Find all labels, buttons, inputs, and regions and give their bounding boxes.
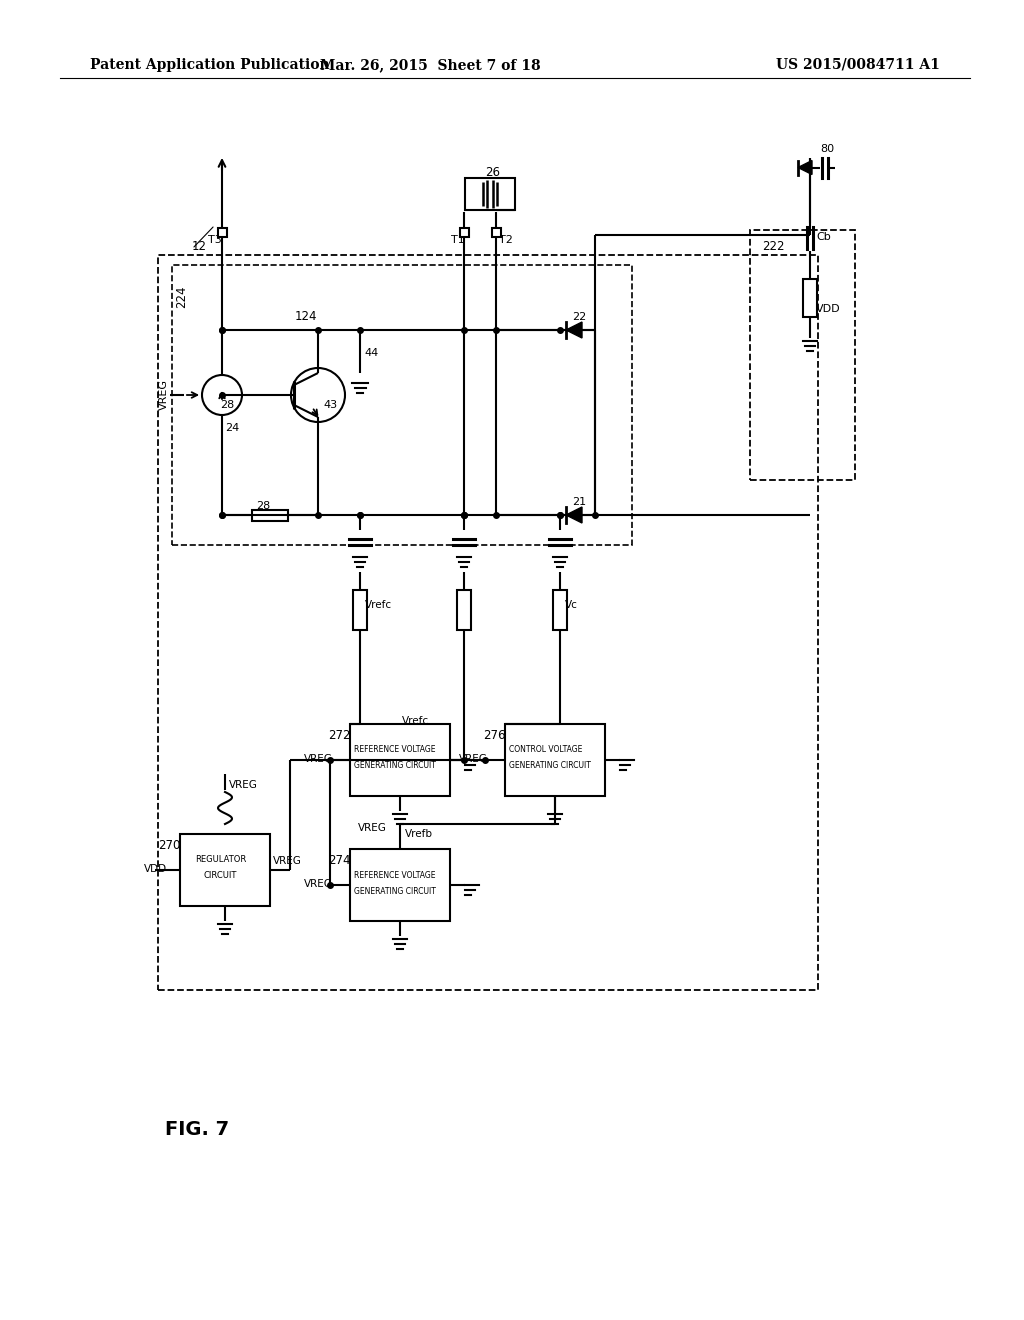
Text: VREG: VREG	[159, 380, 169, 411]
Text: GENERATING CIRCUIT: GENERATING CIRCUIT	[354, 887, 436, 895]
Bar	[217, 227, 226, 236]
Text: 43: 43	[323, 400, 337, 411]
Text: 28: 28	[256, 502, 270, 511]
Text: 222: 222	[762, 240, 784, 253]
Text: Vrefc: Vrefc	[402, 715, 429, 726]
Bar	[158, 255, 818, 990]
Bar	[465, 178, 515, 210]
Text: T3: T3	[208, 235, 222, 246]
Text: 274: 274	[328, 854, 350, 867]
Text: 26: 26	[485, 166, 500, 180]
Text: REGULATOR: REGULATOR	[195, 855, 246, 865]
Text: GENERATING CIRCUIT: GENERATING CIRCUIT	[509, 762, 591, 771]
Text: 21: 21	[572, 498, 586, 507]
Text: REFERENCE VOLTAGE: REFERENCE VOLTAGE	[354, 870, 435, 879]
Text: 270: 270	[158, 840, 180, 851]
Text: 22: 22	[572, 312, 587, 322]
Text: Cb: Cb	[816, 232, 830, 243]
Text: VREG: VREG	[459, 754, 487, 764]
Polygon shape	[566, 507, 582, 523]
Text: VREG: VREG	[358, 822, 387, 833]
Text: US 2015/0084711 A1: US 2015/0084711 A1	[776, 58, 940, 73]
Text: VREG: VREG	[229, 780, 258, 789]
Text: 276: 276	[483, 729, 506, 742]
Text: VDD: VDD	[816, 305, 841, 314]
Text: 24: 24	[225, 422, 240, 433]
Text: T1: T1	[451, 235, 465, 246]
Text: REFERENCE VOLTAGE: REFERENCE VOLTAGE	[354, 746, 435, 755]
Text: Patent Application Publication: Patent Application Publication	[90, 58, 330, 73]
Text: Vrefc: Vrefc	[365, 601, 392, 610]
Polygon shape	[566, 322, 582, 338]
Bar	[180, 834, 270, 906]
Text: Vrefb: Vrefb	[406, 829, 433, 840]
Text: GENERATING CIRCUIT: GENERATING CIRCUIT	[354, 762, 436, 771]
Text: 12: 12	[193, 240, 207, 253]
Text: 124: 124	[295, 310, 317, 323]
Bar	[350, 849, 450, 921]
Bar	[172, 265, 632, 545]
Text: 272: 272	[328, 729, 350, 742]
Text: T2: T2	[499, 235, 513, 246]
Bar	[457, 590, 471, 630]
Bar	[460, 227, 469, 236]
Text: CONTROL VOLTAGE: CONTROL VOLTAGE	[509, 746, 583, 755]
Bar	[492, 227, 501, 236]
Bar	[252, 510, 288, 520]
Bar	[750, 230, 855, 480]
Bar	[350, 723, 450, 796]
Text: 28: 28	[220, 400, 234, 411]
Bar	[505, 723, 605, 796]
Text: VREG: VREG	[273, 855, 302, 866]
Text: VREG: VREG	[304, 879, 333, 888]
Text: CIRCUIT: CIRCUIT	[203, 871, 237, 880]
Bar	[353, 590, 367, 630]
Bar	[553, 590, 567, 630]
Text: VDD: VDD	[144, 865, 167, 874]
Bar	[803, 279, 817, 317]
Text: 80: 80	[820, 144, 835, 154]
Text: FIG. 7: FIG. 7	[165, 1119, 229, 1139]
Text: 44: 44	[364, 348, 378, 358]
Text: VREG: VREG	[304, 754, 333, 764]
Text: Vc: Vc	[565, 601, 578, 610]
Text: Mar. 26, 2015  Sheet 7 of 18: Mar. 26, 2015 Sheet 7 of 18	[319, 58, 541, 73]
Polygon shape	[798, 161, 812, 174]
Text: 224: 224	[175, 285, 188, 308]
